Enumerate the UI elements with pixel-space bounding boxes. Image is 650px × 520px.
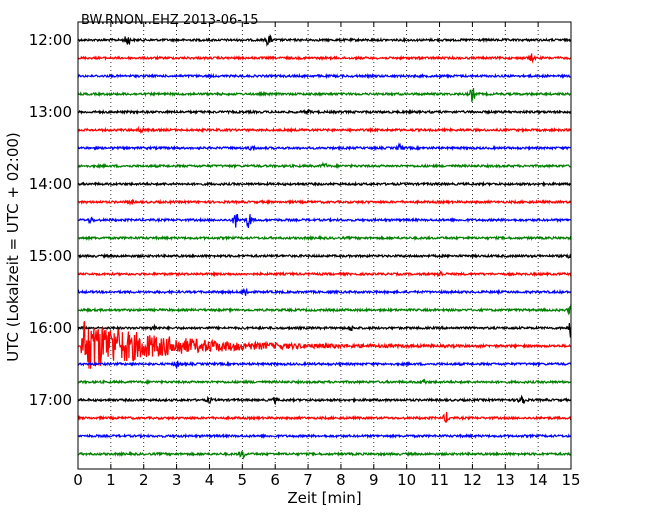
x-tick-label: 12 [463, 471, 482, 489]
plot-frame [77, 21, 572, 470]
x-tick-label: 13 [496, 471, 515, 489]
seismic-trace [77, 432, 572, 440]
x-tick-label: 5 [238, 471, 248, 489]
x-tick-label: 7 [303, 471, 313, 489]
x-tick-label: 9 [369, 471, 379, 489]
seismic-trace [77, 180, 572, 188]
x-tick-label: 6 [270, 471, 280, 489]
y-tick-label: 16:00 [29, 319, 72, 337]
seismic-trace [77, 234, 572, 242]
seismic-trace [77, 252, 572, 260]
seismic-trace [77, 321, 572, 369]
seismic-trace [77, 378, 572, 386]
seismic-trace [77, 450, 572, 460]
x-tick-label: 4 [205, 471, 215, 489]
x-tick-label: 2 [139, 471, 149, 489]
y-axis-label: UTC (Lokalzeit = UTC + 02:00) [4, 132, 22, 362]
seismic-trace [77, 142, 572, 152]
y-tick-label: 12:00 [29, 31, 72, 49]
seismic-trace [77, 108, 572, 116]
seismic-trace [77, 161, 572, 170]
trace-group [77, 33, 572, 460]
y-tick-label: 17:00 [29, 391, 72, 409]
x-tick-label: 14 [529, 471, 548, 489]
seismic-trace [77, 270, 572, 278]
seismic-trace [77, 394, 572, 406]
y-tick-label: 14:00 [29, 175, 72, 193]
seismic-trace [77, 303, 572, 316]
seismic-trace [77, 87, 572, 102]
seismic-trace [77, 125, 572, 135]
seismic-trace [77, 53, 572, 64]
seismic-trace [77, 287, 572, 296]
seismic-trace [77, 411, 572, 423]
x-tick-label: 10 [397, 471, 416, 489]
x-tick-label: 3 [172, 471, 182, 489]
x-tick-label: 15 [561, 471, 580, 489]
x-tick-label: 0 [73, 471, 83, 489]
seismic-trace [77, 322, 572, 338]
x-tick-label: 11 [430, 471, 449, 489]
grid-lines [110, 22, 539, 469]
seismic-trace [77, 72, 572, 80]
seismic-trace [77, 198, 572, 206]
axis-ticks: 0 1 2 3 4 5 6 7 8 9 10 11 12 13 14 1512:0013:0014:0015:… [29, 22, 581, 489]
seismic-trace [77, 214, 572, 228]
y-tick-label: 13:00 [29, 103, 72, 121]
x-tick-label: 1 [106, 471, 116, 489]
x-tick-label: 8 [336, 471, 346, 489]
seismic-trace [77, 33, 572, 47]
y-tick-label: 15:00 [29, 247, 72, 265]
seismic-trace [77, 360, 572, 370]
chart-title: BW.RNON..EHZ 2013-06-15 [81, 13, 259, 28]
x-axis-label: Zeit [min] [287, 489, 361, 507]
